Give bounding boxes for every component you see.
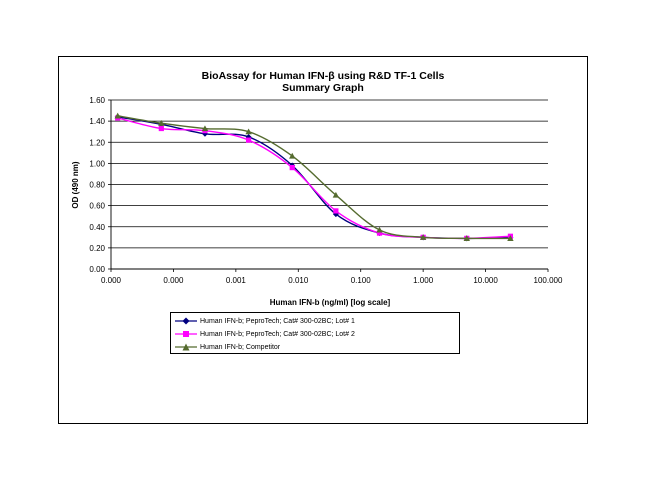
legend-item-lot1: Human IFN-b; PeproTech; Cat# 300-02BC; L…	[175, 315, 355, 327]
legend-label-competitor: Human IFN-b; Competitor	[200, 343, 281, 351]
x-tick-label: 10.000	[473, 276, 498, 285]
y-tick-label: 0.80	[89, 181, 105, 190]
grid-layer	[111, 99, 548, 249]
data-point	[201, 125, 209, 132]
data-point	[246, 137, 252, 143]
legend-item-lot2: Human IFN-b; PeproTech; Cat# 300-02BC; L…	[175, 328, 355, 340]
series-line	[117, 116, 511, 240]
x-tick-label: 0.000	[101, 276, 122, 285]
legend-item-competitor: Human IFN-b; Competitor	[175, 341, 280, 353]
series-3	[114, 112, 514, 241]
y-tick-label: 1.20	[89, 138, 105, 147]
x-tick-label: 100.000	[534, 276, 563, 285]
data-point	[333, 208, 339, 214]
legend: Human IFN-b; PeproTech; Cat# 300-02BC; L…	[170, 312, 460, 354]
axis-layer: 0.00 0.20 0.40 0.60 0.80 1.00 1.20 1.40 1.60 0.00…	[89, 96, 563, 285]
series-layer	[114, 112, 514, 242]
chart-title: BioAssay for Human IFN-β using R&D TF-1 …	[201, 70, 445, 82]
y-tick-label: 0.60	[89, 202, 105, 211]
series-line	[117, 117, 511, 240]
data-point	[376, 226, 383, 233]
data-point	[507, 235, 514, 241]
y-tick-label: 1.40	[89, 117, 105, 126]
data-point	[419, 234, 427, 240]
legend-marker-square-icon	[175, 331, 197, 337]
series-line	[117, 115, 511, 240]
y-tick-label: 0.20	[89, 244, 105, 253]
y-tick-label: 1.60	[89, 96, 105, 105]
x-tick-label: 0.010	[288, 276, 309, 285]
x-tick-label: 0.000	[163, 276, 184, 285]
chart-area	[58, 56, 588, 424]
data-point	[114, 112, 121, 119]
x-axis-label: Human IFN-b (ng/ml) [log scale]	[270, 298, 391, 307]
legend-marker-triangle-icon	[175, 343, 197, 351]
y-tick-label: 0.00	[89, 265, 105, 274]
chart-subtitle: Summary Graph	[282, 82, 364, 94]
data-point	[376, 230, 383, 236]
data-point	[332, 191, 340, 198]
y-axis-label: OD (490 nm)	[71, 161, 80, 208]
y-tick-label: 1.00	[89, 159, 105, 168]
data-point	[158, 125, 164, 132]
legend-marker-diamond-icon	[175, 317, 197, 325]
legend-label-lot1: Human IFN-b; PeproTech; Cat# 300-02BC; L…	[200, 317, 355, 325]
series-1	[114, 113, 514, 242]
data-point	[289, 165, 295, 171]
x-tick-label: 1.000	[413, 276, 434, 285]
legend-label-lot2: Human IFN-b; PeproTech; Cat# 300-02BC; L…	[200, 330, 355, 338]
x-tick-label: 0.100	[351, 276, 372, 285]
data-point	[289, 152, 296, 159]
data-point	[463, 235, 470, 241]
data-point	[245, 128, 252, 135]
x-tick-label: 0.001	[226, 276, 247, 285]
data-point	[158, 120, 165, 126]
y-tick-label: 0.40	[89, 223, 105, 232]
series-2	[115, 115, 514, 241]
